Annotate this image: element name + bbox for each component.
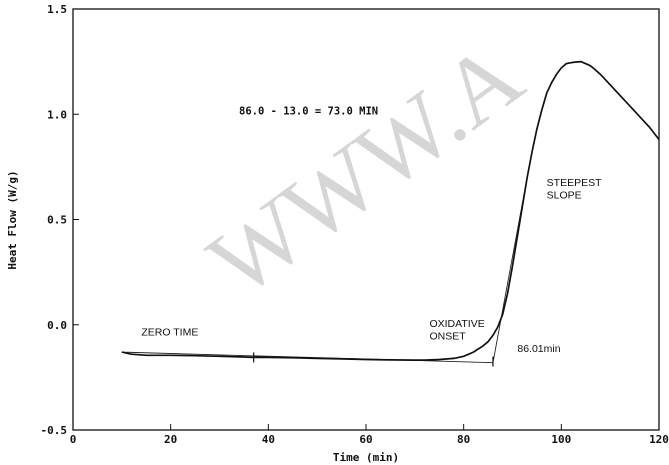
- chart-annotation: OXIDATIVE: [429, 318, 484, 330]
- y-tick-label: 1.5: [47, 3, 67, 16]
- y-tick-label: 0.0: [47, 319, 67, 332]
- watermark-text: WWW.A: [189, 21, 540, 317]
- x-tick-label: 60: [359, 433, 372, 446]
- markers: [253, 352, 494, 367]
- calculation-annotation: 86.0 - 13.0 = 73.0 MIN: [239, 105, 378, 117]
- x-axis-label: Time (min): [333, 451, 399, 464]
- x-tick-label: 100: [551, 433, 571, 446]
- chart-annotation: ONSET: [429, 330, 466, 342]
- axis-ticks: 0 20 40 60 80 100 120 -0.5 0.0 0.5 1.0 1.5: [41, 3, 669, 446]
- x-tick-label: 20: [164, 433, 177, 446]
- chart-annotation: ZERO TIME: [141, 326, 198, 338]
- x-tick-label: 0: [70, 433, 77, 446]
- annotations: 86.0 - 13.0 = 73.0 MIN ZERO TIME OXIDATIVE…: [141, 105, 602, 355]
- y-axis-label: Heat Flow (W/g): [6, 170, 19, 269]
- x-tick-label: 120: [649, 433, 669, 446]
- heat-flow-curve: [121, 60, 660, 361]
- chart-annotation: 86.01min: [517, 343, 560, 355]
- y-tick-label: -0.5: [41, 424, 68, 437]
- y-tick-label: 1.0: [47, 108, 67, 121]
- x-tick-label: 40: [262, 433, 275, 446]
- y-tick-label: 0.5: [47, 214, 67, 227]
- chart-annotation: SLOPE: [547, 189, 582, 201]
- x-tick-label: 80: [457, 433, 470, 446]
- chart-annotation: STEEPEST: [547, 177, 602, 189]
